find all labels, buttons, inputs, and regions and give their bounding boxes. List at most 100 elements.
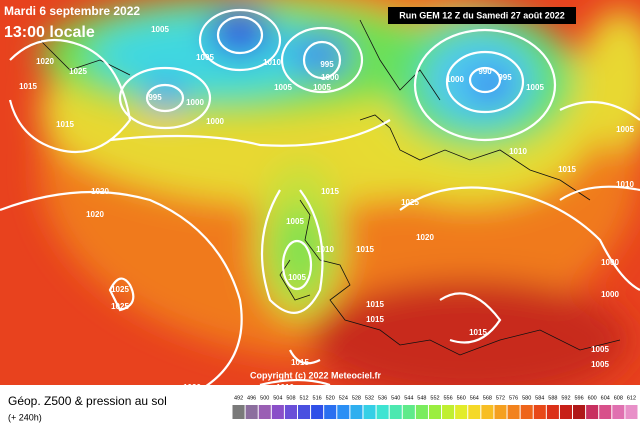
scale-label: 560 — [457, 395, 466, 401]
scale-swatch — [494, 405, 507, 419]
scale-label: 592 — [561, 395, 570, 401]
scale-label: 540 — [391, 395, 400, 401]
scale-label: 568 — [483, 395, 492, 401]
pressure-label: 1015 — [366, 300, 384, 309]
pressure-label: 1025 — [111, 302, 129, 311]
scale-label: 548 — [417, 395, 426, 401]
pressure-label: 1005 — [288, 273, 306, 282]
scale-swatch — [625, 405, 638, 419]
scale-swatch — [415, 405, 428, 419]
copyright: Copyright (c) 2022 Meteociel.fr — [250, 370, 382, 380]
scale-swatch — [311, 405, 324, 419]
pressure-label: 1015 — [321, 187, 339, 196]
scale-swatch — [363, 405, 376, 419]
scale-label: 564 — [470, 395, 479, 401]
pressure-label: 1020 — [183, 383, 201, 392]
geopotential-field — [0, 0, 640, 385]
scale-swatch — [599, 405, 612, 419]
pressure-label: 995 — [498, 73, 512, 82]
scale-label: 608 — [614, 395, 623, 401]
scale-swatch — [428, 405, 442, 419]
pressure-label: 1000 — [446, 75, 464, 84]
scale-swatch — [455, 405, 468, 419]
pressure-label: 1005 — [591, 345, 609, 354]
scale-swatch — [612, 405, 625, 419]
scale-label: 588 — [548, 395, 557, 401]
scale-label: 504 — [273, 395, 282, 401]
scale-swatch — [337, 405, 350, 419]
pressure-label: 1005 — [196, 53, 214, 62]
coastlines — [39, 19, 621, 356]
scale-swatch — [389, 405, 402, 419]
pressure-label: 1010 — [616, 180, 634, 189]
pressure-label: 1010 — [263, 58, 281, 67]
scale-label: 508 — [286, 395, 295, 401]
pressure-label: 1010 — [316, 245, 334, 254]
pressure-label: 1000 — [206, 117, 224, 126]
scale-swatch — [442, 405, 455, 419]
pressure-label: 1005 — [526, 83, 544, 92]
isobars — [0, 8, 640, 385]
scale-label: 552 — [430, 395, 439, 401]
scale-label: 496 — [247, 395, 256, 401]
scale-swatch — [533, 405, 546, 419]
pressure-label: 1015 — [56, 120, 74, 129]
pressure-label: 1020 — [36, 57, 54, 66]
pressure-label: 1015 — [558, 165, 576, 174]
pressure-label: 1020 — [416, 233, 434, 242]
pressure-label: 1015 — [19, 82, 37, 91]
scale-label: 532 — [365, 395, 374, 401]
pressure-label: 1025 — [111, 285, 129, 294]
scale-swatch — [258, 405, 271, 419]
scale-swatch — [284, 405, 297, 419]
scale-label: 584 — [535, 395, 544, 401]
pressure-label: 1010 — [509, 147, 527, 156]
scale-swatch — [376, 405, 389, 419]
scale-label: 600 — [588, 395, 597, 401]
pressure-label: 1010 — [276, 383, 294, 392]
pressure-label: 995 — [320, 60, 334, 69]
scale-swatch — [245, 405, 258, 419]
pressure-label: 1015 — [291, 358, 309, 367]
scale-label: 528 — [352, 395, 361, 401]
scale-label: 596 — [574, 395, 583, 401]
pressure-label: 1005 — [591, 360, 609, 369]
scale-label: 556 — [444, 395, 453, 401]
forecast-time: 13:00 locale — [4, 24, 95, 41]
run-info: Run GEM 12 Z du Samedi 27 août 2022 — [399, 10, 565, 20]
pressure-label: 1000 — [601, 258, 619, 267]
scale-label: 604 — [601, 395, 610, 401]
scale-swatch — [324, 405, 337, 419]
pressure-label: 1005 — [616, 125, 634, 134]
pressure-label: 1005 — [151, 25, 169, 34]
scale-swatch — [297, 405, 311, 419]
scale-label: 580 — [522, 395, 531, 401]
scale-label: 512 — [299, 395, 308, 401]
pressure-label: 1000 — [601, 290, 619, 299]
scale-label: 572 — [496, 395, 505, 401]
scale-swatch — [573, 405, 586, 419]
scale-swatch — [468, 405, 481, 419]
pressure-label: 1015 — [366, 315, 384, 324]
scale-swatch — [507, 405, 520, 419]
pressure-label: 1025 — [401, 198, 419, 207]
scale-label: 612 — [627, 395, 636, 401]
pressure-label: 1015 — [356, 245, 374, 254]
scale-swatch — [271, 405, 284, 419]
scale-label: 524 — [339, 395, 348, 401]
scale-swatch — [232, 405, 245, 419]
scale-label: 520 — [326, 395, 335, 401]
scale-swatch — [586, 405, 599, 419]
scale-label: 536 — [378, 395, 387, 401]
run-box — [388, 7, 576, 24]
legend-title: Géop. Z500 & pression au sol — [8, 394, 167, 408]
scale-swatch — [559, 405, 573, 419]
scale-label: 500 — [260, 395, 269, 401]
scale-swatch — [546, 405, 559, 419]
pressure-label: 1025 — [69, 67, 87, 76]
scale-swatch — [402, 405, 415, 419]
pressure-label: 1020 — [86, 210, 104, 219]
pressure-label: 1000 — [321, 73, 339, 82]
pressure-label: 1000 — [186, 98, 204, 107]
